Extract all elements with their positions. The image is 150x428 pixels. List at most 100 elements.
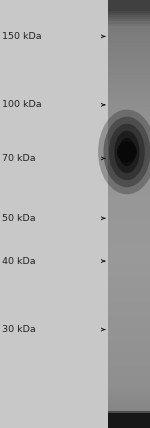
Bar bbox=[108, 250, 150, 253]
Bar bbox=[108, 15, 150, 17]
Bar bbox=[108, 398, 150, 400]
Bar bbox=[108, 229, 150, 231]
Bar bbox=[108, 169, 150, 171]
Bar bbox=[108, 120, 150, 122]
Bar bbox=[108, 233, 150, 235]
Bar bbox=[108, 374, 150, 377]
Bar bbox=[108, 231, 150, 233]
Bar bbox=[108, 417, 150, 419]
Text: 30 kDa: 30 kDa bbox=[2, 325, 35, 334]
Bar bbox=[108, 265, 150, 268]
Text: 100 kDa: 100 kDa bbox=[2, 100, 41, 110]
Bar bbox=[108, 47, 150, 49]
Bar bbox=[108, 295, 150, 297]
Bar bbox=[108, 297, 150, 300]
Bar bbox=[108, 244, 150, 246]
Bar bbox=[108, 158, 150, 160]
Bar bbox=[108, 426, 150, 428]
Bar bbox=[108, 199, 150, 201]
Bar bbox=[108, 216, 150, 218]
Bar bbox=[108, 165, 150, 167]
Bar bbox=[108, 424, 150, 426]
Bar bbox=[108, 208, 150, 210]
Bar bbox=[108, 141, 150, 143]
Bar bbox=[108, 152, 150, 154]
Bar bbox=[108, 220, 150, 223]
Bar bbox=[108, 263, 150, 265]
Bar bbox=[108, 242, 150, 244]
Bar bbox=[108, 71, 150, 73]
Bar bbox=[108, 163, 150, 165]
Bar bbox=[108, 45, 150, 47]
Bar bbox=[108, 321, 150, 323]
Bar bbox=[108, 225, 150, 227]
Bar bbox=[108, 60, 150, 62]
Bar bbox=[108, 21, 150, 24]
Text: 40 kDa: 40 kDa bbox=[2, 256, 35, 266]
Bar bbox=[108, 394, 150, 396]
Bar bbox=[108, 280, 150, 282]
Bar bbox=[108, 41, 150, 43]
Bar bbox=[108, 126, 150, 128]
Bar bbox=[108, 30, 150, 32]
Bar bbox=[108, 139, 150, 141]
Text: 70 kDa: 70 kDa bbox=[2, 154, 35, 163]
Bar bbox=[108, 66, 150, 68]
Bar bbox=[108, 319, 150, 321]
Bar bbox=[108, 156, 150, 158]
Bar bbox=[108, 9, 150, 11]
Bar bbox=[108, 332, 150, 334]
Bar bbox=[108, 413, 150, 428]
Bar bbox=[108, 173, 150, 175]
Bar bbox=[108, 137, 150, 139]
Bar bbox=[108, 218, 150, 220]
Bar bbox=[108, 0, 150, 2]
Bar bbox=[108, 381, 150, 383]
Bar bbox=[108, 223, 150, 225]
Bar bbox=[108, 257, 150, 259]
Bar bbox=[108, 210, 150, 212]
Bar bbox=[108, 334, 150, 336]
Bar bbox=[108, 387, 150, 389]
Bar bbox=[108, 107, 150, 109]
Bar bbox=[108, 214, 150, 216]
Bar bbox=[108, 135, 150, 137]
Bar bbox=[108, 411, 150, 413]
Bar bbox=[108, 180, 150, 182]
Bar bbox=[108, 68, 150, 71]
Bar bbox=[108, 235, 150, 238]
Ellipse shape bbox=[103, 117, 150, 187]
Bar bbox=[108, 402, 150, 404]
Bar bbox=[108, 64, 150, 66]
Bar bbox=[108, 105, 150, 107]
Bar bbox=[108, 270, 150, 272]
Bar bbox=[108, 73, 150, 75]
Bar bbox=[108, 306, 150, 308]
Ellipse shape bbox=[119, 138, 135, 166]
Bar bbox=[108, 197, 150, 199]
Bar bbox=[108, 272, 150, 274]
Bar bbox=[108, 133, 150, 135]
Bar bbox=[108, 285, 150, 287]
Ellipse shape bbox=[109, 124, 145, 180]
Bar bbox=[108, 94, 150, 96]
Bar bbox=[108, 312, 150, 315]
Bar bbox=[108, 315, 150, 317]
Bar bbox=[108, 291, 150, 293]
Bar bbox=[108, 327, 150, 330]
Bar bbox=[108, 186, 150, 188]
Bar bbox=[108, 193, 150, 195]
Bar bbox=[108, 113, 150, 116]
Bar bbox=[108, 98, 150, 101]
Bar bbox=[108, 128, 150, 131]
Bar bbox=[108, 26, 150, 28]
Bar bbox=[108, 58, 150, 60]
Bar bbox=[108, 310, 150, 312]
Bar bbox=[108, 24, 150, 26]
Bar bbox=[108, 353, 150, 355]
Bar bbox=[108, 357, 150, 360]
Bar bbox=[108, 259, 150, 261]
Bar bbox=[108, 396, 150, 398]
Bar bbox=[108, 302, 150, 304]
Bar bbox=[108, 175, 150, 178]
